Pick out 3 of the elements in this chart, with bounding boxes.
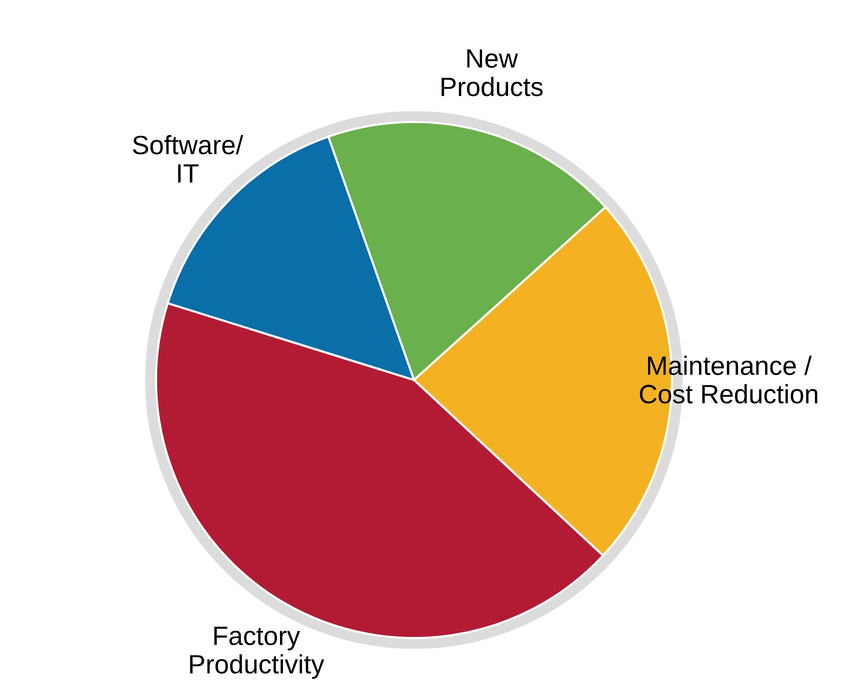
slice-label: Factory Productivity (190, 626, 324, 679)
slice-label: Software/ IT (132, 134, 244, 183)
slice-label: New Products (442, 49, 543, 96)
